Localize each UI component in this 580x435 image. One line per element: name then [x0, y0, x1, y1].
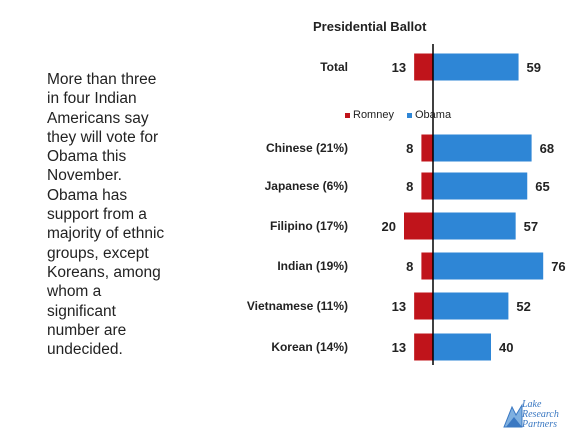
obama-value-vietnamese: 52: [516, 299, 530, 314]
romney-bar-filipino: [404, 212, 433, 240]
romney-bar-total: [414, 53, 433, 81]
obama-value-korean: 40: [499, 340, 513, 355]
romney-value-vietnamese: 13: [392, 299, 406, 314]
legend-obama-label: Obama: [415, 109, 452, 121]
romney-bar-japanese: [421, 172, 433, 200]
obama-bar-korean: [433, 333, 491, 361]
logo-line3: Partners: [522, 419, 557, 430]
obama-value-japanese: 65: [535, 179, 549, 194]
obama-value-chinese: 68: [540, 141, 554, 156]
obama-value-indian: 76: [551, 259, 565, 274]
obama-bar-indian: [433, 252, 544, 280]
romney-value-korean: 13: [392, 340, 406, 355]
romney-bar-vietnamese: [414, 292, 433, 320]
romney-value-total: 13: [392, 60, 406, 75]
obama-bar-total: [433, 53, 519, 81]
category-label-indian: Indian (19%): [277, 259, 348, 273]
logo-line1: Lake: [522, 399, 542, 410]
romney-bar-indian: [421, 252, 433, 280]
legend-obama-swatch: [407, 113, 412, 118]
category-label-korean: Korean (14%): [271, 340, 348, 354]
romney-value-japanese: 8: [406, 179, 413, 194]
obama-bar-japanese: [433, 172, 528, 200]
logo-line2: Research: [522, 409, 559, 420]
romney-value-indian: 8: [406, 259, 413, 274]
logo-text: Lake Research Partners: [522, 400, 559, 430]
romney-value-filipino: 20: [382, 219, 396, 234]
legend-romney-label: Romney: [353, 109, 394, 121]
category-label-total: Total: [320, 60, 348, 74]
obama-value-total: 59: [527, 60, 541, 75]
obama-value-filipino: 57: [524, 219, 538, 234]
lake-research-logo: Lake Research Partners: [502, 399, 578, 433]
obama-bar-filipino: [433, 212, 516, 240]
romney-bar-chinese: [421, 134, 433, 162]
obama-bar-vietnamese: [433, 292, 509, 320]
category-label-vietnamese: Vietnamese (11%): [247, 299, 348, 313]
obama-bar-chinese: [433, 134, 532, 162]
romney-value-chinese: 8: [406, 141, 413, 156]
romney-bar-korean: [414, 333, 433, 361]
side-description: More than three in four Indian Americans…: [47, 71, 165, 359]
legend-romney-swatch: [345, 113, 350, 118]
category-label-chinese: Chinese (21%): [266, 141, 348, 155]
logo-icon: [503, 403, 523, 428]
chart-title: Presidential Ballot: [313, 19, 427, 34]
category-label-filipino: Filipino (17%): [270, 219, 348, 233]
category-label-japanese: Japanese (6%): [265, 179, 348, 193]
